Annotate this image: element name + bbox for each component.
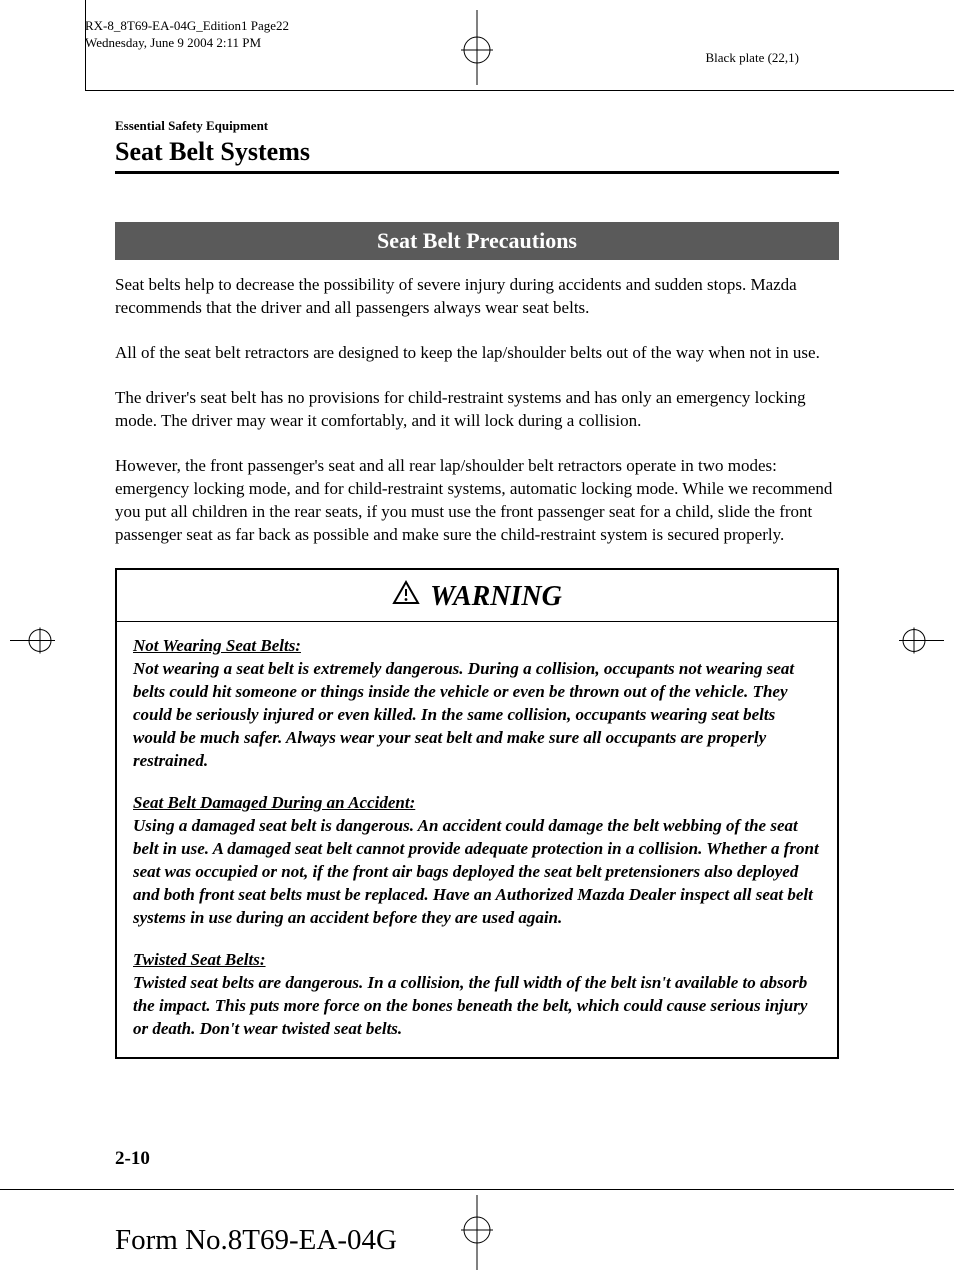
top-left-vertical-rule bbox=[85, 0, 86, 90]
right-crop-mark-icon bbox=[899, 625, 944, 660]
top-crop-mark-icon bbox=[457, 10, 497, 90]
form-number: Form No.8T69-EA-04G bbox=[115, 1224, 397, 1257]
page-number: 2-10 bbox=[115, 1148, 150, 1170]
content-area: Essential Safety Equipment Seat Belt Sys… bbox=[115, 118, 839, 1059]
bottom-horizontal-rule bbox=[0, 1189, 954, 1190]
precautions-banner: Seat Belt Precautions bbox=[115, 222, 839, 260]
body-paragraph-2: All of the seat belt retractors are desi… bbox=[115, 342, 839, 365]
section-category: Essential Safety Equipment bbox=[115, 118, 839, 134]
warning-label: WARNING bbox=[430, 581, 562, 613]
body-paragraph-4: However, the front passenger's seat and … bbox=[115, 455, 839, 547]
warning-content: Not Wearing Seat Belts: Not wearing a se… bbox=[117, 622, 837, 1056]
bottom-crop-mark-icon bbox=[457, 1195, 497, 1275]
left-crop-mark-icon bbox=[10, 625, 55, 660]
warning-section-2-title: Seat Belt Damaged During an Accident: bbox=[133, 793, 821, 813]
warning-section-1-text: Not wearing a seat belt is extremely dan… bbox=[133, 658, 821, 773]
doc-id-line: RX-8_8T69-EA-04G_Edition1 Page22 bbox=[85, 18, 289, 35]
header-meta: RX-8_8T69-EA-04G_Edition1 Page22 Wednesd… bbox=[85, 18, 289, 52]
warning-section-1-title: Not Wearing Seat Belts: bbox=[133, 636, 821, 656]
warning-section-3-text: Twisted seat belts are dangerous. In a c… bbox=[133, 972, 821, 1041]
warning-section-2-text: Using a damaged seat belt is dangerous. … bbox=[133, 815, 821, 930]
date-line: Wednesday, June 9 2004 2:11 PM bbox=[85, 35, 289, 52]
page-container: RX-8_8T69-EA-04G_Edition1 Page22 Wednesd… bbox=[0, 0, 954, 1285]
warning-box: WARNING Not Wearing Seat Belts: Not wear… bbox=[115, 568, 839, 1058]
warning-triangle-icon bbox=[392, 580, 420, 613]
body-paragraph-1: Seat belts help to decrease the possibil… bbox=[115, 274, 839, 320]
warning-header: WARNING bbox=[117, 570, 837, 622]
section-title: Seat Belt Systems bbox=[115, 137, 839, 167]
title-rule bbox=[115, 171, 839, 174]
warning-section-3-title: Twisted Seat Belts: bbox=[133, 950, 821, 970]
body-paragraph-3: The driver's seat belt has no provisions… bbox=[115, 387, 839, 433]
black-plate-label: Black plate (22,1) bbox=[706, 50, 800, 66]
top-horizontal-rule bbox=[85, 90, 954, 91]
